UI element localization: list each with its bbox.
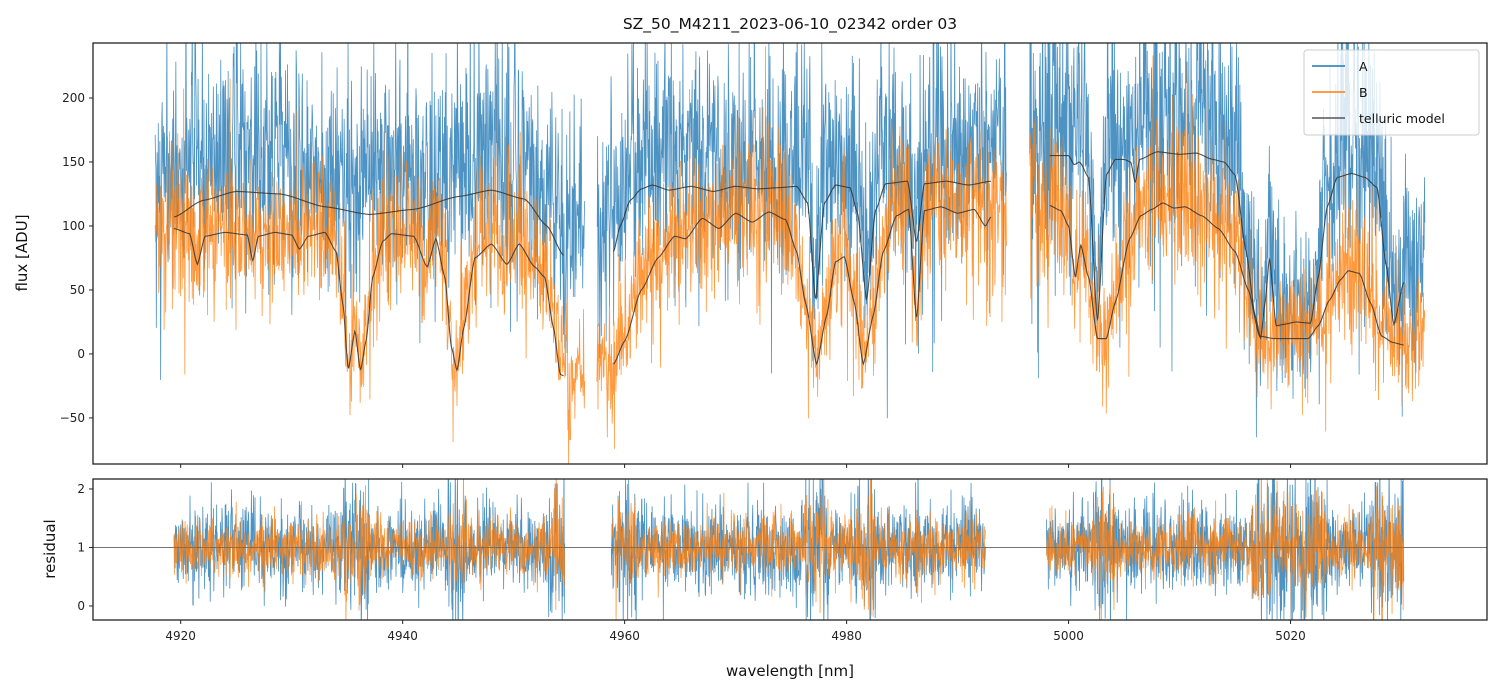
- x-tick-label: 4920: [165, 629, 196, 643]
- x-tick-label: 4980: [831, 629, 862, 643]
- residual-y-tick-label: 2: [77, 482, 85, 496]
- flux-y-tick-label: 200: [62, 91, 85, 105]
- flux-plot-area: [154, 43, 1426, 464]
- legend-label-a: A: [1359, 59, 1368, 74]
- telluric-model-a-line: [613, 180, 991, 302]
- residual-y-tick-label: 0: [77, 599, 85, 613]
- telluric-model-b-line: [173, 228, 564, 377]
- x-tick-label: 5020: [1275, 629, 1306, 643]
- x-tick-label: 5000: [1053, 629, 1084, 643]
- legend-label-telluric: telluric model: [1359, 111, 1445, 126]
- telluric-model-b-line: [1049, 202, 1404, 346]
- flux-y-ticks: −50 0 50 100 150 200: [60, 91, 93, 425]
- telluric-model-a-line: [1049, 151, 1405, 340]
- telluric-model-a-line: [173, 189, 564, 256]
- flux-y-tick-label: −50: [60, 411, 85, 425]
- spectrum-b-line: [596, 46, 1007, 450]
- spectrum-b-line: [1029, 55, 1426, 432]
- flux-y-tick-label: 0: [77, 347, 85, 361]
- residual-y-tick-label: 1: [77, 540, 85, 554]
- residual-y-axis-label: residual: [41, 519, 59, 578]
- residual-panel: 0 1 2 4920 4940 4960 4980 5000 5020 residual wa…: [41, 478, 1488, 680]
- residual-y-ticks: 0 1 2: [77, 482, 93, 613]
- telluric-model-b-line: [613, 206, 992, 366]
- x-axis-label: wavelength [nm]: [726, 662, 854, 680]
- residual-plot-area: [93, 479, 1487, 620]
- legend-label-b: B: [1359, 85, 1368, 100]
- flux-x-ticks: [180, 464, 1292, 468]
- flux-y-tick-label: 50: [70, 283, 85, 297]
- flux-y-tick-label: 100: [62, 219, 85, 233]
- legend: A B telluric model: [1303, 49, 1480, 136]
- flux-y-axis-label: flux [ADU]: [13, 214, 31, 291]
- flux-y-tick-label: 150: [62, 155, 85, 169]
- x-tick-label: 4940: [387, 629, 418, 643]
- spectrum-a-line: [596, 43, 1007, 419]
- chart-title: SZ_50_M4211_2023-06-10_02342 order 03: [623, 15, 957, 34]
- residual-b-line: [610, 479, 986, 620]
- residual-b-line: [173, 479, 566, 620]
- residual-axes-frame: [92, 478, 1488, 621]
- residual-x-ticks: 4920 4940 4960 4980 5000 5020: [165, 620, 1306, 643]
- x-tick-label: 4960: [609, 629, 640, 643]
- residual-b-line: [1045, 479, 1405, 620]
- flux-axes-frame: [92, 42, 1488, 465]
- legend-box: [1303, 49, 1480, 136]
- flux-panel: −50 0 50 100 150 200 flux [ADU] A B telluric …: [13, 42, 1488, 468]
